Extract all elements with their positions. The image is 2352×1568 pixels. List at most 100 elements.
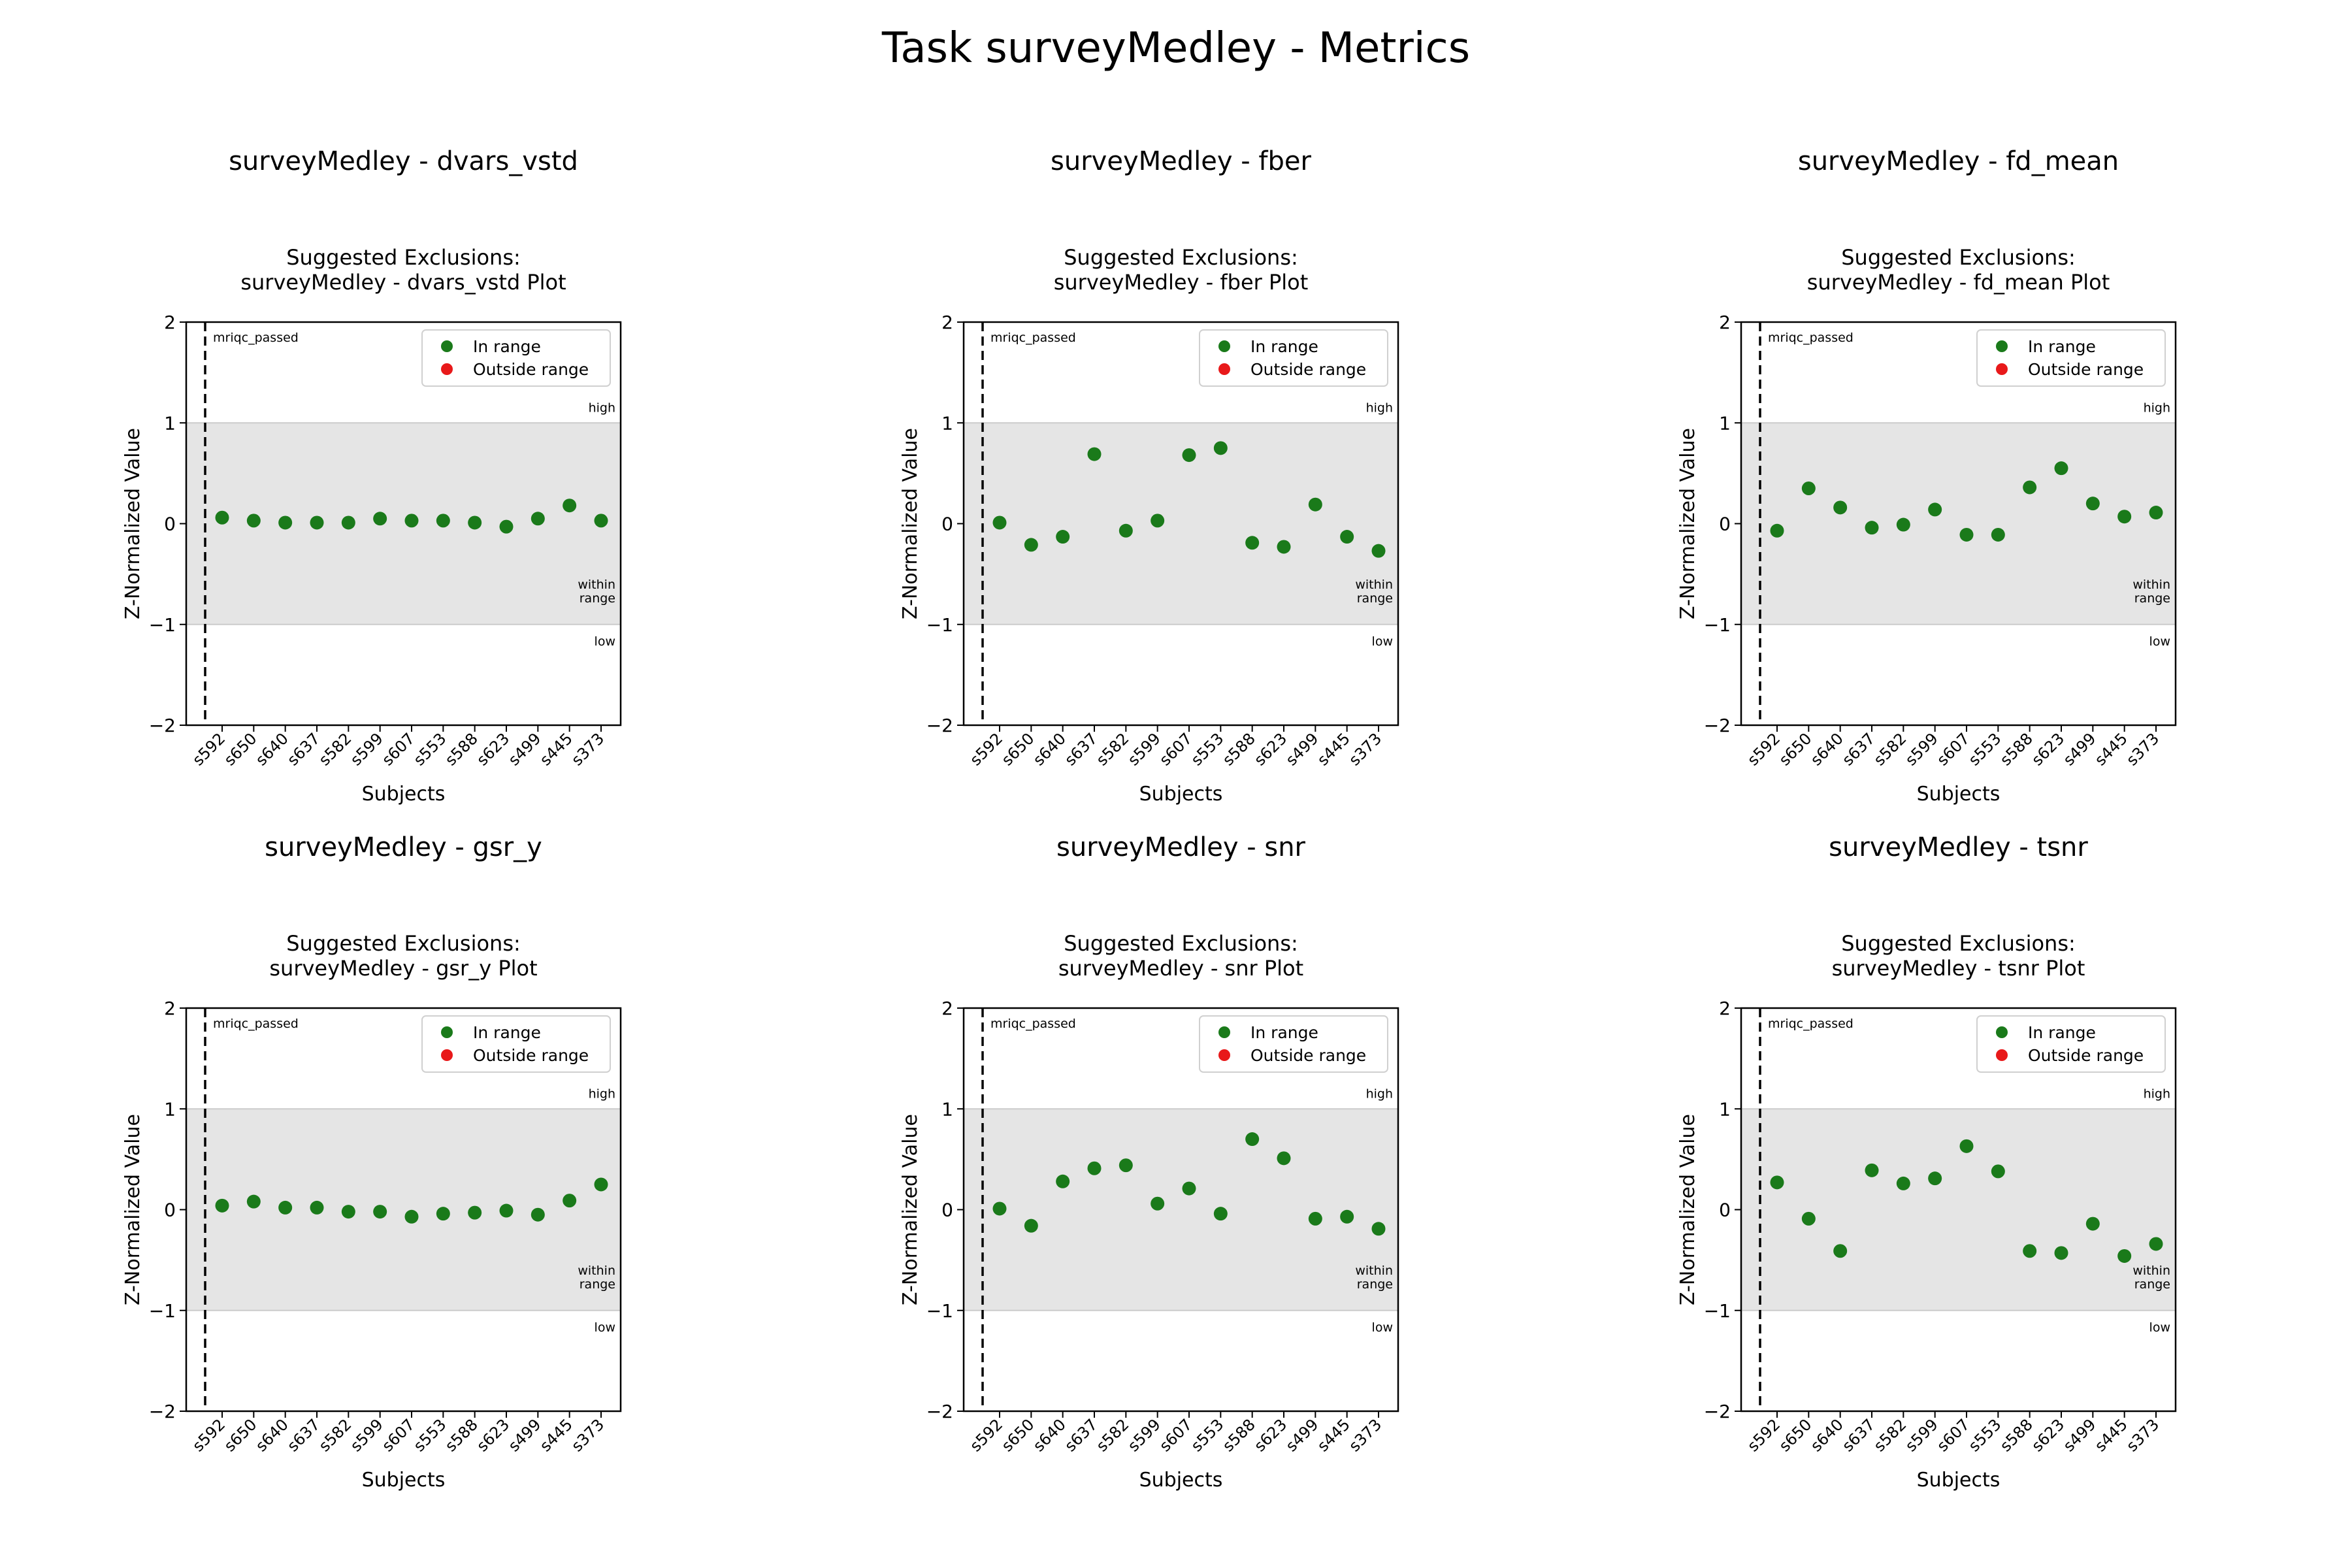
data-point-s553 — [1991, 1164, 2005, 1179]
data-point-s588 — [2023, 1244, 2037, 1258]
x-tick-label: s650 — [221, 729, 261, 769]
within-range-label-line-2: range — [2134, 1277, 2170, 1292]
data-point-s637 — [1087, 447, 1102, 461]
legend-box — [1199, 1015, 1388, 1073]
data-point-s445 — [2117, 510, 2132, 524]
within-range-label-line-1: within — [1355, 578, 1393, 592]
legend-label: Outside range — [473, 1046, 589, 1065]
x-tick-label: s445 — [2091, 729, 2131, 769]
x-tick-label: s607 — [378, 729, 418, 769]
x-tick-label: s650 — [1776, 729, 1816, 769]
y-tick-label: −1 — [926, 614, 953, 636]
high-label: high — [589, 1086, 615, 1101]
x-tick-label: s373 — [1345, 1415, 1385, 1455]
x-tick-label: s553 — [1965, 1415, 2005, 1455]
y-tick-label: 1 — [164, 1098, 176, 1120]
legend-marker — [1218, 1049, 1230, 1061]
data-point-s445 — [563, 498, 577, 513]
x-tick-label: s650 — [998, 1415, 1038, 1455]
panel-title-line-2: surveyMedley - fd_mean Plot — [1807, 270, 2110, 295]
data-point-s599 — [1928, 1171, 1942, 1186]
data-point-s623 — [1277, 1151, 1291, 1166]
y-axis-label: Z-Normalized Value — [122, 428, 144, 619]
data-point-s637 — [1087, 1161, 1102, 1175]
x-tick-label: s599 — [1902, 1415, 1942, 1455]
x-tick-label: s588 — [442, 729, 482, 769]
data-point-s607 — [1182, 448, 1196, 463]
x-tick-label: s637 — [1061, 1415, 1101, 1455]
x-tick-label: s607 — [1933, 1415, 1973, 1455]
panel-heading: surveyMedley - fd_mean — [1798, 146, 2119, 176]
y-tick-label: 2 — [164, 312, 176, 333]
chart-panel-1: surveyMedley - dvars_vstd Suggested Exclu… — [122, 146, 622, 806]
chart-panels: surveyMedley - dvars_vstd Suggested Exclu… — [122, 146, 2177, 1492]
y-tick-label: 2 — [164, 998, 176, 1019]
panel-title-line-2: surveyMedley - dvars_vstd Plot — [240, 270, 566, 295]
within-range-label-line-2: range — [2134, 591, 2170, 606]
x-tick-label: s623 — [2028, 1415, 2068, 1455]
data-point-s499 — [2085, 1217, 2100, 1231]
x-tick-label: s582 — [1870, 1415, 1910, 1455]
legend: In range Outside range — [1976, 1015, 2166, 1073]
data-point-s373 — [1371, 1222, 1386, 1236]
x-tick-label: s623 — [473, 1415, 513, 1455]
y-tick-label: 1 — [164, 412, 176, 434]
legend-label: Outside range — [1250, 1046, 1366, 1065]
panel-title-line-2: surveyMedley - tsnr Plot — [1832, 956, 2085, 981]
x-tick-label: s582 — [316, 1415, 355, 1455]
x-tick-label: s582 — [316, 729, 355, 769]
data-point-s592 — [1770, 523, 1784, 538]
panel-title-line-1: Suggested Exclusions: — [1841, 245, 2076, 270]
x-tick-label: s607 — [1156, 1415, 1196, 1455]
legend-marker — [1996, 340, 2008, 352]
legend-label: Outside range — [473, 360, 589, 379]
panel-title-line-1: Suggested Exclusions: — [286, 931, 521, 956]
data-point-s637 — [310, 1200, 324, 1215]
within-range-label-line-2: range — [580, 1277, 615, 1292]
data-point-s582 — [1119, 523, 1133, 538]
low-label: low — [2149, 634, 2170, 649]
x-axis-label: Subjects — [1917, 1469, 2001, 1492]
data-point-s373 — [594, 514, 608, 528]
x-axis-label: Subjects — [1917, 783, 2001, 806]
data-point-s588 — [468, 1205, 482, 1220]
legend-marker — [1996, 1049, 2008, 1061]
data-point-s582 — [1896, 517, 1910, 532]
y-tick-label: 1 — [1719, 412, 1731, 434]
panel-heading: surveyMedley - snr — [1056, 832, 1306, 862]
data-point-s592 — [215, 1198, 229, 1213]
x-tick-label: s373 — [2123, 1415, 2163, 1455]
data-point-s445 — [563, 1194, 577, 1208]
x-tick-label: s499 — [505, 729, 545, 769]
legend-label: Outside range — [1250, 360, 1366, 379]
data-point-s582 — [1896, 1176, 1910, 1190]
data-point-s599 — [1151, 514, 1165, 528]
x-tick-label: s637 — [1838, 1415, 1878, 1455]
y-tick-label: 1 — [1719, 1098, 1731, 1120]
data-point-s553 — [1213, 1207, 1228, 1221]
data-point-s650 — [1024, 1218, 1038, 1233]
panel-title-line-1: Suggested Exclusions: — [1064, 931, 1298, 956]
within-range-band — [964, 1109, 1398, 1311]
y-tick-label: −2 — [149, 715, 176, 736]
data-point-s373 — [1371, 544, 1386, 558]
data-point-s650 — [1801, 1211, 1816, 1226]
legend: In range Outside range — [1976, 329, 2166, 387]
mriqc-passed-label: mriqc_passed — [213, 1017, 299, 1031]
panel-heading: surveyMedley - fber — [1051, 146, 1311, 176]
legend-box — [421, 1015, 611, 1073]
data-point-s637 — [1865, 1163, 1879, 1177]
data-point-s640 — [1056, 530, 1070, 544]
legend-marker — [441, 340, 453, 352]
x-tick-label: s650 — [1776, 1415, 1816, 1455]
x-tick-label: s582 — [1093, 729, 1133, 769]
x-tick-label: s553 — [410, 1415, 450, 1455]
high-label: high — [2144, 1086, 2170, 1101]
legend-box — [1976, 1015, 2166, 1073]
x-tick-label: s650 — [221, 1415, 261, 1455]
y-tick-label: −2 — [1704, 715, 1731, 736]
data-point-s445 — [1340, 530, 1354, 544]
legend: In range Outside range — [1199, 1015, 1388, 1073]
data-point-s640 — [278, 1200, 293, 1215]
